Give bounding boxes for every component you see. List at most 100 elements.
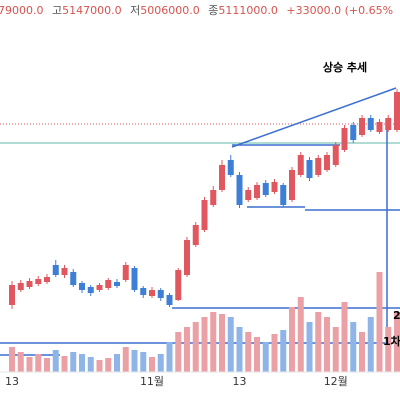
- candle-body: [70, 272, 77, 285]
- volume-bar: [385, 327, 392, 372]
- low-value: 5006000.0: [140, 4, 200, 17]
- change: +33000.0 (+0.65%: [286, 4, 393, 17]
- header-text: 79000.0 고5147000.0 저5006000.0 종5111000.0…: [0, 4, 393, 17]
- candle-body: [201, 200, 208, 230]
- volume-bar: [184, 327, 190, 372]
- volume-bar: [114, 354, 120, 372]
- volume-bar: [341, 302, 348, 372]
- candle-body: [394, 92, 400, 130]
- candle-body: [219, 165, 225, 190]
- volume-bar: [254, 337, 260, 372]
- candle-body: [17, 283, 24, 290]
- candle-body: [52, 265, 59, 275]
- annotation-lines: [0, 87, 400, 356]
- candle-body: [149, 290, 155, 296]
- annotation-label: 상승 추세: [323, 60, 367, 74]
- x-tick-label: 13: [233, 375, 247, 388]
- candle-body: [9, 285, 15, 305]
- candle-body: [341, 128, 348, 150]
- volume-bar: [70, 352, 77, 372]
- volume-bar: [44, 358, 50, 372]
- header-bg: [0, 0, 400, 20]
- x-tick-label: 13: [5, 375, 19, 388]
- candle-body: [271, 182, 278, 192]
- volume-bar: [376, 272, 383, 372]
- candle-body: [332, 145, 339, 165]
- candle-body: [175, 270, 182, 300]
- volume-bar: [289, 307, 295, 372]
- candle-body: [376, 122, 383, 132]
- volume-bar: [262, 342, 269, 372]
- candle-body: [289, 170, 295, 200]
- volume-bar: [26, 357, 33, 372]
- volume-bar: [87, 357, 94, 372]
- candle-body: [44, 277, 50, 282]
- volume-bar: [359, 332, 365, 372]
- volume-bar: [297, 297, 304, 372]
- candle-body: [367, 118, 374, 130]
- volume-bar: [166, 342, 173, 372]
- volume-bar: [131, 350, 138, 372]
- volume-bar: [280, 330, 287, 372]
- candle-body: [166, 295, 173, 305]
- candle-body: [245, 190, 252, 200]
- volume-bar: [9, 347, 15, 372]
- volume-bar: [52, 350, 59, 372]
- candle-body: [122, 265, 129, 280]
- volume-bar: [79, 354, 85, 372]
- header: 79000.0 고5147000.0 저5006000.0 종5111000.0…: [0, 0, 400, 20]
- candle-body: [262, 183, 269, 195]
- volume-bar: [201, 317, 208, 372]
- annotation-label: 1차: [383, 334, 400, 348]
- candle-body: [35, 279, 42, 284]
- volume-bar: [350, 322, 357, 372]
- volume-bar: [227, 317, 234, 372]
- volume-bar: [394, 312, 400, 372]
- annotation-label: 2: [393, 309, 400, 322]
- x-tick-label: 12월: [324, 375, 348, 388]
- volume-bar: [61, 356, 68, 372]
- volume-bar: [306, 322, 313, 372]
- candle-body: [306, 160, 313, 178]
- candle-body: [192, 225, 199, 245]
- candle-body: [61, 268, 68, 275]
- volume-bar: [245, 332, 252, 372]
- volume-bar: [140, 352, 147, 372]
- candle-body: [96, 285, 103, 290]
- volume-bar: [105, 358, 112, 372]
- candle-body: [114, 282, 120, 286]
- high-value: 5147000.0: [62, 4, 122, 17]
- volume-bar: [35, 354, 42, 372]
- volume-bar: [157, 354, 164, 372]
- candle-body: [315, 158, 322, 175]
- candle-body: [324, 155, 330, 170]
- candle-body: [236, 175, 243, 205]
- candle-body: [297, 155, 304, 175]
- candle-body: [131, 268, 138, 290]
- close-label: 종: [208, 4, 218, 17]
- volume-bar: [122, 347, 129, 372]
- volume-bar: [324, 317, 330, 372]
- volume-bar: [236, 327, 243, 372]
- candle-body: [79, 283, 85, 290]
- low-label: 저: [130, 4, 140, 17]
- candle-body: [280, 185, 287, 205]
- trend-line: [231, 87, 397, 148]
- candle-body: [184, 240, 190, 275]
- volume-bar: [332, 327, 339, 372]
- close-value: 5111000.0: [218, 4, 278, 17]
- candle-body: [87, 287, 94, 293]
- volume-bar: [192, 322, 199, 372]
- x-tick-label: 11월: [140, 375, 164, 388]
- candle-body: [157, 290, 164, 298]
- candle-body: [227, 160, 234, 175]
- volume-bar: [175, 332, 182, 372]
- candle-body: [105, 280, 112, 288]
- volume-bar: [149, 357, 155, 372]
- candle-body: [254, 185, 260, 198]
- candle-body: [26, 281, 33, 287]
- candle-body: [210, 190, 217, 205]
- volume-bar: [315, 312, 322, 372]
- volume-bar: [219, 314, 225, 372]
